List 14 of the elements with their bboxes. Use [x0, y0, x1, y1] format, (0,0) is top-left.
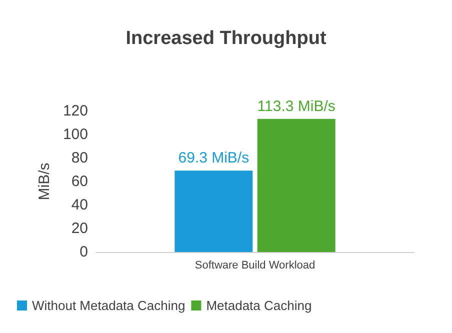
- y-tick-label: 80: [71, 150, 88, 166]
- y-axis-title: MiB/s: [36, 162, 54, 200]
- y-tick-label: 120: [62, 102, 88, 120]
- y-tick-label: 0: [80, 244, 88, 260]
- y-tick-label: 40: [71, 196, 88, 214]
- chart-title: Increased Throughput: [126, 28, 327, 49]
- y-tick-label: 100: [62, 126, 88, 143]
- data-label: 113.3 MiB/s: [257, 98, 336, 115]
- legend-label: Metadata Caching: [206, 298, 312, 313]
- data-label: 69.3 MiB/s: [178, 150, 250, 167]
- x-tick-label: Software Build Workload: [194, 260, 316, 272]
- y-tick-label: 60: [71, 173, 88, 190]
- legend-label: Without Metadata Caching: [32, 298, 186, 313]
- y-tick-label: 20: [71, 220, 88, 237]
